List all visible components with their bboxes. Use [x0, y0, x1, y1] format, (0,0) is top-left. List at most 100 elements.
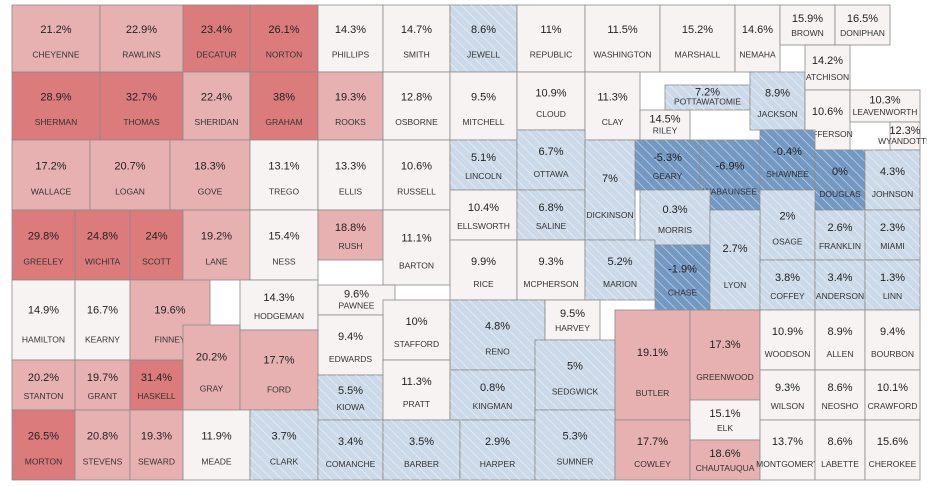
county: 8.9% ALLEN	[814, 309, 866, 371]
counties: 21.2% CHEYENNE 22.9% RAWLINS 23.4% DECATUR 26.…	[11, 4, 927, 481]
county-name: KINGMAN	[473, 401, 513, 411]
county-shape	[804, 44, 851, 91]
county: 0.3% MORRIS	[639, 189, 711, 246]
county-shape	[516, 71, 586, 131]
county-value: 31.4%	[141, 372, 172, 384]
county-name: CHASE	[668, 288, 698, 298]
county-shape	[659, 4, 736, 73]
county-name: POTTAWATOMIE	[674, 97, 741, 107]
county-value: 17.3%	[709, 339, 740, 351]
county-hatch	[450, 300, 545, 370]
county-name: WICHITA	[85, 257, 121, 267]
county-name: SEWARD	[138, 457, 175, 467]
county: 11% REPUBLIC	[516, 4, 586, 73]
county-value: 11.1%	[401, 233, 432, 245]
county: 10.6% RUSSELL	[382, 139, 451, 211]
county-value: 21.2%	[40, 24, 71, 36]
county-value: 5.5%	[338, 385, 363, 397]
county-shape	[239, 279, 319, 331]
county-name: CRAWFORD	[868, 401, 918, 411]
county-name: ROOKS	[335, 117, 366, 127]
county-shape	[99, 71, 184, 141]
county-value: 8.6%	[827, 436, 852, 448]
county-shape	[11, 4, 101, 73]
county-value: 9.4%	[338, 331, 363, 343]
county-name: SMITH	[403, 49, 429, 59]
county-shape	[382, 71, 451, 141]
county-value: 26.1%	[268, 24, 299, 36]
county: 11.9% MEADE	[182, 409, 251, 481]
county-shape	[864, 309, 921, 371]
county: 10% STAFFORD	[382, 299, 451, 361]
county-name: MONTGOMERY	[756, 459, 819, 469]
county: 12.3%WYANDOTTE	[878, 121, 927, 151]
county: 10.9% CLOUD	[516, 71, 586, 131]
county-shape	[129, 409, 184, 481]
county-shape	[614, 309, 691, 421]
county-hatch	[865, 260, 920, 310]
county-value: 19.1%	[637, 347, 668, 359]
county-name: FINNEY	[154, 334, 186, 344]
county-shape	[814, 419, 866, 481]
county-value: 8.6%	[827, 382, 852, 394]
county-name: COMANCHE	[326, 459, 376, 469]
county-hatch	[760, 260, 815, 310]
county-name: MARION	[603, 279, 637, 289]
county-name: FORD	[267, 384, 291, 394]
county: 3.5% BARBER	[382, 419, 461, 481]
county-name: ELLIS	[339, 187, 362, 197]
county-value: 19.6%	[154, 305, 185, 317]
county-hatch	[383, 420, 460, 480]
county-name: TREGO	[269, 187, 300, 197]
county-name: RUSSELL	[397, 187, 436, 197]
county-name: RICE	[473, 279, 494, 289]
county-value: 17.7%	[637, 436, 668, 448]
county-value: 10.9%	[535, 87, 566, 99]
county-shape	[317, 284, 396, 316]
county: 2.7% LYON	[709, 209, 761, 311]
county-value: 9.5%	[560, 308, 585, 320]
county: 14.2% ATCHISON	[804, 44, 851, 91]
county-value: 15.4%	[268, 230, 299, 242]
county-name: CHAUTAUQUA	[696, 463, 755, 473]
county-value: 17.7%	[263, 355, 294, 367]
county-value: -0.4%	[773, 146, 802, 158]
county-shape	[516, 4, 586, 73]
county-value: 9.9%	[471, 256, 496, 268]
county-value: 4.3%	[880, 166, 905, 178]
county-value: 7.2%	[695, 87, 720, 99]
county: 20.7% LOGAN	[89, 139, 171, 211]
county-value: 20.8%	[87, 430, 118, 442]
county-shape	[449, 71, 518, 141]
county: 20.2% STANTON	[11, 359, 76, 411]
county-value: 15.6%	[877, 436, 908, 448]
county-shape	[129, 209, 184, 281]
county-name: KIOWA	[336, 402, 364, 412]
county-name: MEADE	[201, 457, 232, 467]
county-shape	[169, 139, 251, 211]
county-shape	[614, 419, 691, 481]
county-name: SALINE	[536, 221, 567, 231]
county-value: 11.3%	[597, 92, 628, 104]
county-value: 18.3%	[194, 160, 225, 172]
county: 24% SCOTT	[129, 209, 184, 281]
county: 2% OSAGE	[759, 189, 816, 261]
county-shape	[249, 139, 319, 211]
county-shape	[249, 71, 319, 141]
county: 6.7% OTTAWA	[516, 129, 586, 191]
county-name: WASHINGTON	[593, 49, 651, 59]
county: 22.9% RAWLINS	[99, 4, 184, 73]
county-shape	[864, 369, 921, 421]
county-name: ANDERSON	[816, 291, 864, 301]
county-name: LANE	[205, 257, 228, 267]
county: 8.9% JACKSON	[749, 71, 806, 131]
county-name: WABAUNSEE	[703, 187, 757, 197]
county-name: JOHNSON	[872, 189, 914, 199]
county: 14.3% HODGEMAN	[239, 279, 319, 331]
county-name: RENO	[485, 347, 510, 357]
county-name: LYON	[724, 280, 747, 290]
county-value: 20.2%	[196, 352, 227, 364]
county-name: WALLACE	[31, 187, 72, 197]
county-name: SCOTT	[142, 257, 171, 267]
county: 32.7% THOMAS	[99, 71, 184, 141]
